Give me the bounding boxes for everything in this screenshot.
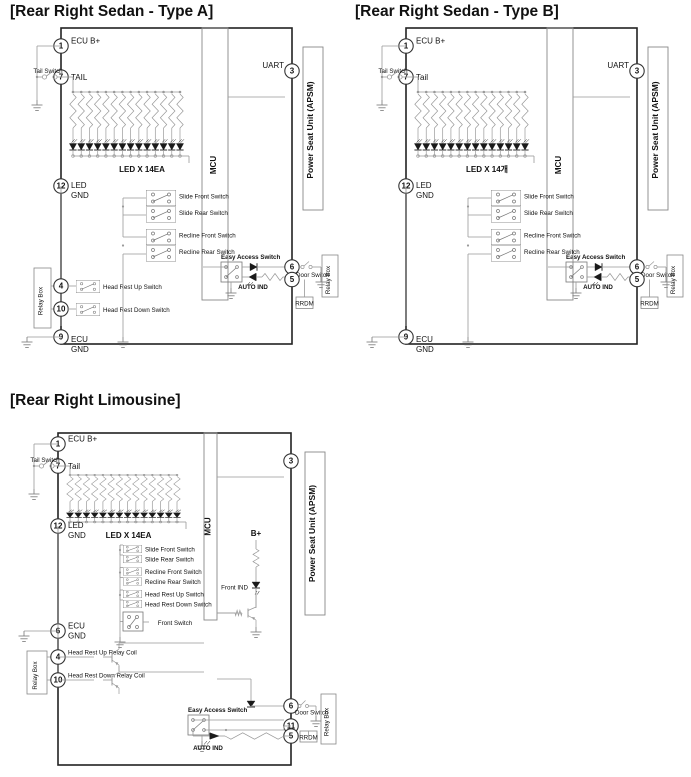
svg-text:LED: LED [68,521,84,530]
svg-text:Head Rest Down Switch: Head Rest Down Switch [103,307,170,314]
svg-text:GND: GND [416,191,434,200]
svg-text:TAIL: TAIL [71,73,88,82]
svg-text:ECU: ECU [71,335,88,344]
svg-text:ECU B+: ECU B+ [68,435,97,444]
svg-text:Slide Front Switch: Slide Front Switch [179,194,229,201]
svg-text:Tail Switch: Tail Switch [378,68,408,75]
svg-text:RRDM: RRDM [640,300,659,307]
svg-text:Easy Access Switch: Easy Access Switch [221,254,280,261]
svg-text:GND: GND [416,345,434,354]
svg-text:Relay Box: Relay Box [325,265,332,294]
svg-text:Power Seat Unit (APSM): Power Seat Unit (APSM) [307,485,317,582]
svg-text:Head Rest Down Switch: Head Rest Down Switch [145,602,212,609]
svg-text:Slide Rear Switch: Slide Rear Switch [179,210,228,217]
svg-text:ECU B+: ECU B+ [71,37,100,46]
svg-text:ECU B+: ECU B+ [416,37,445,46]
svg-text:Power Seat Unit (APSM): Power Seat Unit (APSM) [305,81,315,178]
svg-text:LED X 14개: LED X 14개 [466,164,508,174]
svg-text:Slide Rear Switch: Slide Rear Switch [145,557,194,564]
svg-text:4: 4 [59,282,64,291]
svg-text:Slide Rear Switch: Slide Rear Switch [524,210,573,217]
svg-text:Recline Front Switch: Recline Front Switch [179,233,236,240]
svg-text:LED X 14EA: LED X 14EA [106,531,152,540]
svg-text:MCU: MCU [554,156,563,174]
svg-text:GND: GND [71,191,89,200]
svg-text:[Rear Right Sedan - Type A]: [Rear Right Sedan - Type A] [10,3,213,20]
svg-text:Front IND: Front IND [221,585,248,592]
svg-text:6: 6 [289,702,294,711]
svg-text:[Rear Right Limousine]: [Rear Right Limousine] [10,392,181,409]
svg-text:Slide Front Switch: Slide Front Switch [145,547,195,554]
svg-text:3: 3 [635,67,640,76]
svg-text:AUTO IND: AUTO IND [193,745,223,752]
svg-text:Relay Box: Relay Box [32,660,39,689]
svg-text:10: 10 [57,305,66,314]
svg-text:6: 6 [290,263,295,272]
svg-text:Head Rest Up Relay Coil: Head Rest Up Relay Coil [68,650,137,657]
svg-text:LED: LED [71,181,87,190]
svg-text:[Rear Right Sedan - Type B]: [Rear Right Sedan - Type B] [355,3,559,20]
svg-text:Recline Front Switch: Recline Front Switch [145,569,202,576]
svg-text:LED X 14EA: LED X 14EA [119,165,165,174]
svg-text:5: 5 [290,275,295,284]
svg-text:GND: GND [68,632,86,641]
svg-text:Relay Box: Relay Box [324,707,331,736]
svg-text:Relay Box: Relay Box [670,265,677,294]
svg-text:Power Seat Unit (APSM): Power Seat Unit (APSM) [650,81,660,178]
svg-text:UART: UART [262,61,284,70]
svg-text:ECU: ECU [416,335,433,344]
svg-text:Recline Rear Switch: Recline Rear Switch [145,579,201,586]
svg-text:Head Rest Up Switch: Head Rest Up Switch [103,284,162,291]
svg-text:Recline Front Switch: Recline Front Switch [524,233,581,240]
svg-text:3: 3 [290,67,295,76]
svg-text:5: 5 [635,275,640,284]
svg-text:GND: GND [71,345,89,354]
svg-text:Relay Box: Relay Box [38,286,45,315]
svg-text:ECU: ECU [68,622,85,631]
svg-text:Head Rest Down Relay Coil: Head Rest Down Relay Coil [68,673,145,680]
svg-text:Easy Access Switch: Easy Access Switch [566,254,625,261]
svg-text:LED: LED [416,181,432,190]
svg-text:Easy Access Switch: Easy Access Switch [188,707,247,714]
svg-text:Head Rest Up Switch: Head Rest Up Switch [145,592,204,599]
svg-text:Slide Front Switch: Slide Front Switch [524,194,574,201]
svg-text:MCU: MCU [204,517,213,535]
svg-text:AUTO IND: AUTO IND [583,284,613,291]
svg-text:Front Switch: Front Switch [158,620,193,627]
svg-text:GND: GND [68,531,86,540]
svg-text:AUTO IND: AUTO IND [238,284,268,291]
svg-text:3: 3 [289,457,294,466]
svg-text:6: 6 [635,263,640,272]
svg-text:B+: B+ [251,529,262,538]
svg-text:Tail Switch: Tail Switch [33,68,63,75]
svg-text:MCU: MCU [209,156,218,174]
svg-text:Tail Switch: Tail Switch [30,457,60,464]
svg-text:UART: UART [607,61,629,70]
svg-text:RRDM: RRDM [295,300,314,307]
